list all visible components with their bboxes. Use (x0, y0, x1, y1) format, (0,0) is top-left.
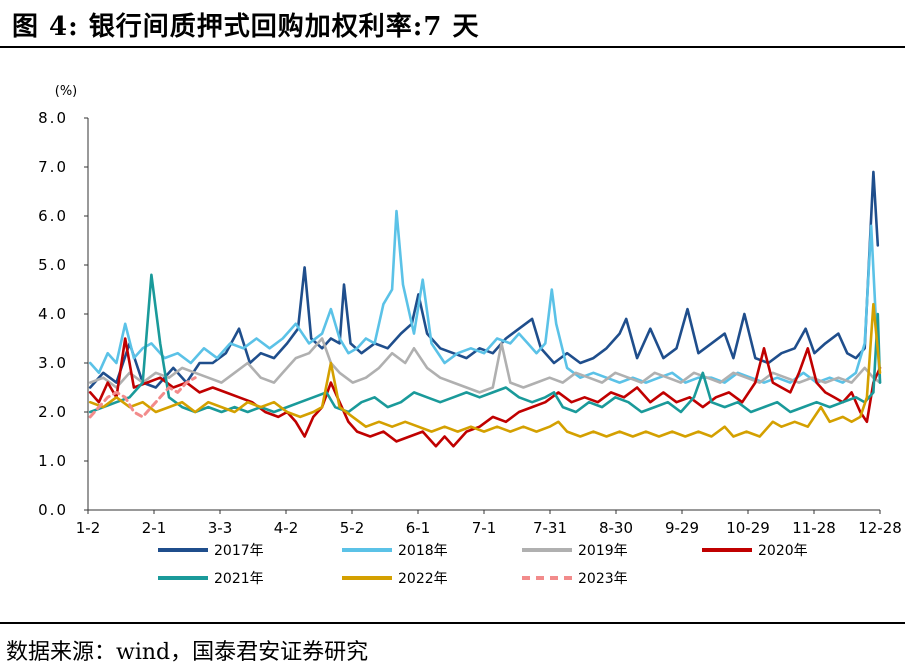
y-tick-label: 6.0 (38, 207, 68, 225)
legend-label-6: 2023年 (578, 571, 628, 587)
y-tick-label: 0.0 (38, 501, 68, 519)
x-tick-label: 5-2 (340, 519, 365, 537)
series-line-2 (88, 337, 882, 394)
x-tick-label: 11-28 (792, 519, 836, 537)
x-tick-label: 12-28 (858, 519, 902, 537)
x-tick-label: 7-1 (472, 519, 497, 537)
y-tick-label: 7.0 (38, 158, 68, 176)
x-tick-label: 7-31 (533, 519, 567, 537)
y-axis-label: (%) (55, 84, 78, 99)
title-rule (0, 46, 905, 48)
series-line-4 (88, 273, 882, 414)
y-tick-label: 5.0 (38, 256, 68, 274)
legend-label-3: 2020年 (758, 543, 808, 559)
line-chart: (%) 0.0 1.0 2.0 3.0 4.0 5.0 6.0 7.0 8.0 1-2 2-1 3-3 4… (38, 84, 902, 587)
legend-label-2: 2019年 (578, 543, 628, 559)
y-tick-label: 1.0 (38, 452, 68, 470)
y-tick-label: 3.0 (38, 354, 68, 372)
legend-label-5: 2022年 (398, 571, 448, 587)
x-tick-label: 6-1 (406, 519, 431, 537)
series-line-1 (88, 209, 882, 384)
x-tick-label: 3-3 (208, 519, 233, 537)
x-tick-label: 2-1 (142, 519, 167, 537)
y-tick-label: 4.0 (38, 305, 68, 323)
x-tick-label: 1-2 (76, 519, 101, 537)
source-rule (0, 622, 905, 624)
chart-series-layer (88, 170, 882, 448)
x-tick-label: 9-29 (665, 519, 699, 537)
chart-axes: (%) 0.0 1.0 2.0 3.0 4.0 5.0 6.0 7.0 8.0 1-2 2-1 3-3 4… (38, 84, 902, 537)
x-tick-label: 10-29 (726, 519, 770, 537)
legend-label-1: 2018年 (398, 543, 448, 559)
page-title: 图 4: 银行间质押式回购加权利率:7 天 (12, 12, 480, 42)
x-tick-label: 4-2 (274, 519, 299, 537)
series-line-5 (88, 302, 882, 438)
legend-label-4: 2021年 (214, 571, 264, 587)
legend-label-0: 2017年 (214, 543, 264, 559)
y-tick-label: 8.0 (38, 109, 68, 127)
y-tick-label: 2.0 (38, 403, 68, 421)
series-line-6 (88, 376, 197, 419)
x-tick-label: 8-30 (599, 519, 633, 537)
chart-legend: 2017年 2018年 2019年 2020年 2021年 2022年 2023年 (158, 543, 808, 587)
source-note: 数据来源：wind，国泰君安证券研究 (6, 640, 369, 665)
series-line-3 (88, 337, 882, 448)
series-line-0 (88, 170, 880, 389)
